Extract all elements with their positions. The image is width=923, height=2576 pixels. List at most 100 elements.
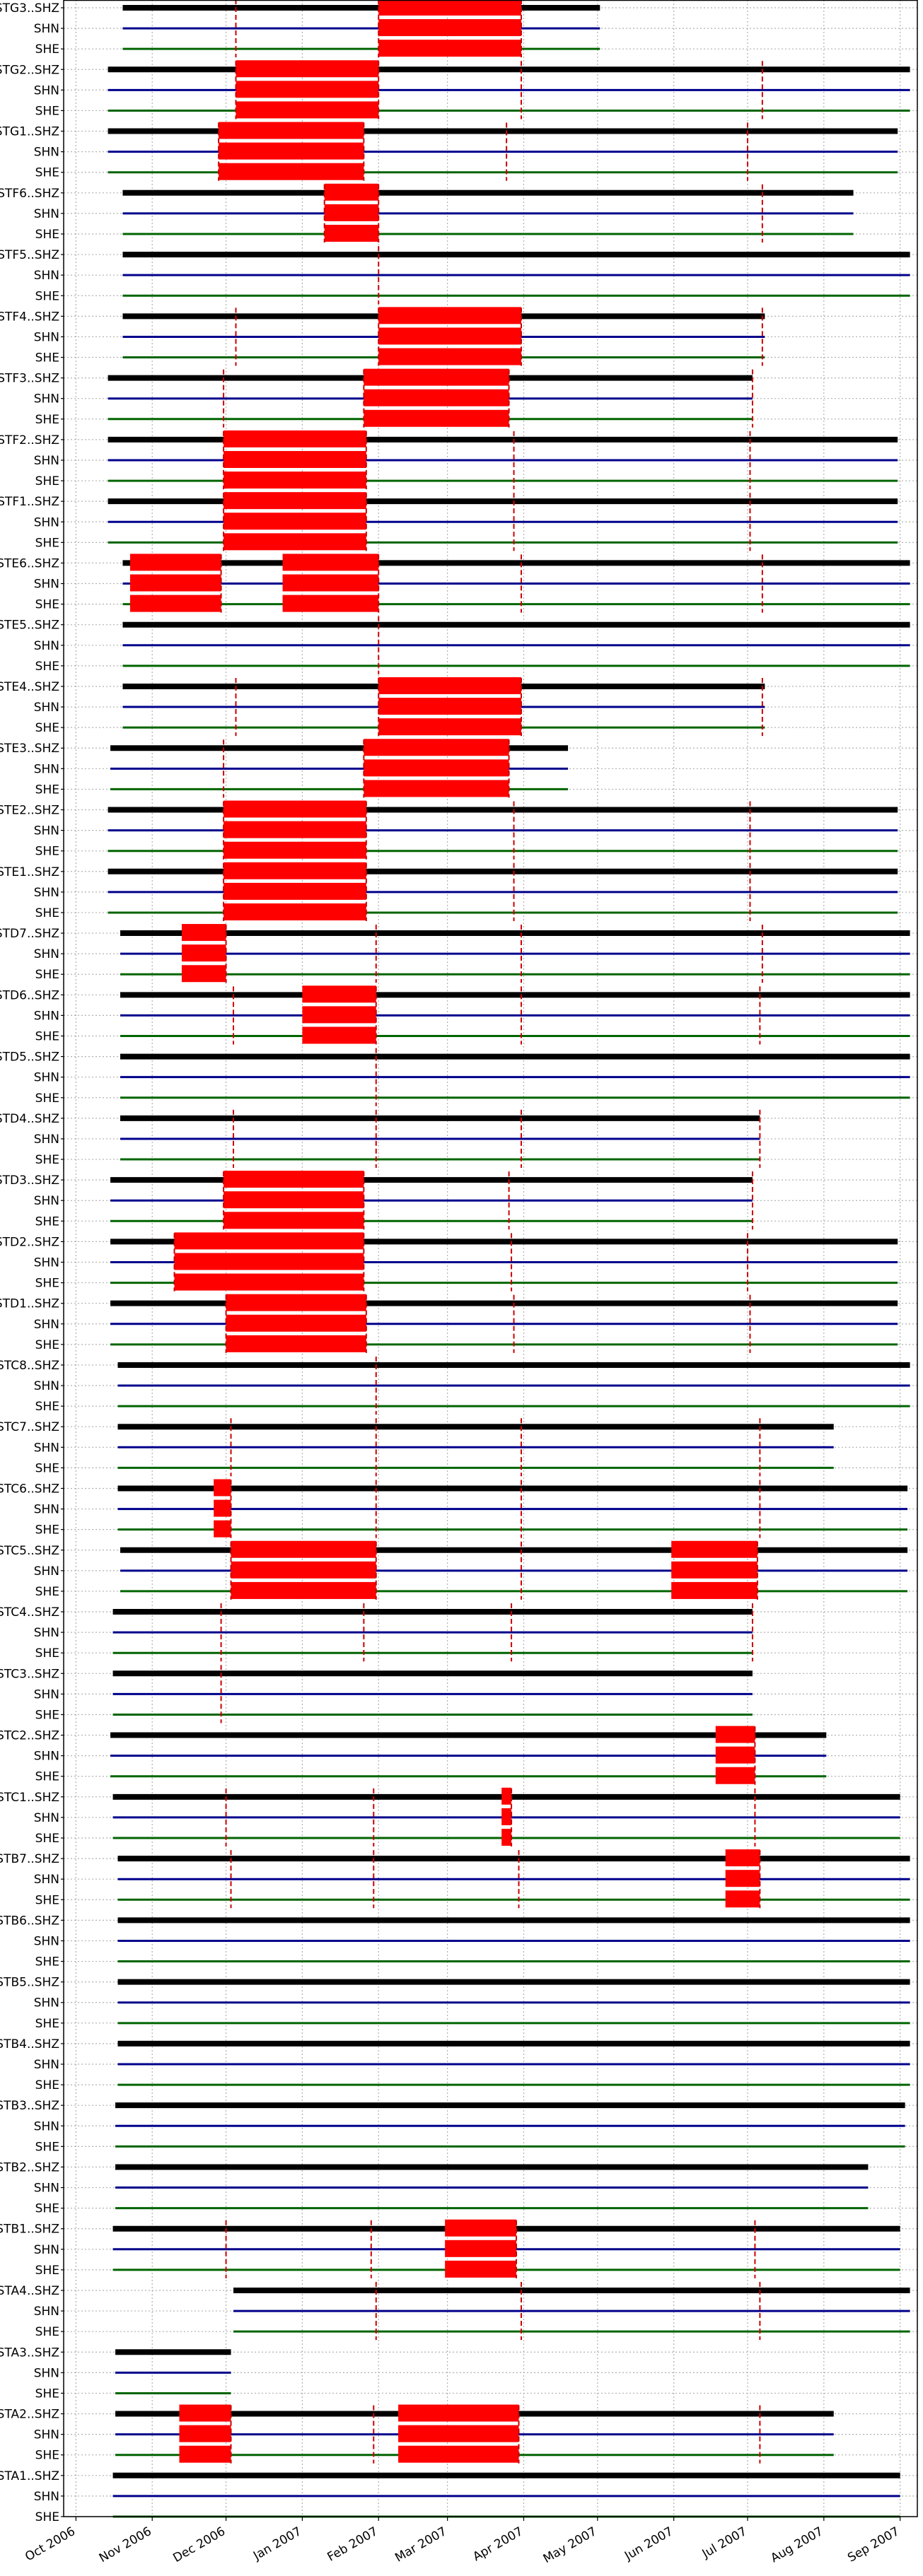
gap-block	[224, 492, 366, 510]
channel-label: SHN	[34, 824, 59, 838]
channel-label: SHE	[35, 1585, 59, 1599]
gap-block	[302, 1006, 376, 1024]
channel-label: SHE	[35, 660, 59, 674]
x-tick-label: Jun 2007	[622, 2524, 675, 2563]
gap-block	[179, 2404, 231, 2422]
channel-label: SHE	[35, 2078, 59, 2092]
channel-label: SHE	[35, 1523, 59, 1538]
channel-label: SHN	[34, 886, 59, 900]
channel-label: SHN	[34, 2119, 59, 2133]
gap-block	[715, 1726, 755, 1743]
gap-block	[378, 40, 521, 57]
x-tick-label: Mar 2007	[393, 2524, 449, 2565]
channel-label: 7S.STD4..SHZ	[0, 1112, 59, 1126]
channel-label: 7S.STD2..SHZ	[0, 1235, 59, 1249]
gap-block	[179, 2445, 231, 2463]
channel-label: SHE	[35, 1770, 59, 1784]
gap-block	[398, 2425, 519, 2442]
channel-label: SHE	[35, 1832, 59, 1846]
channel-label: SHE	[35, 1091, 59, 1106]
gap-block	[226, 1294, 366, 1311]
gap-block	[174, 1253, 364, 1270]
channel-label: SHE	[35, 289, 59, 303]
channel-label: 7S.STD5..SHZ	[0, 1050, 59, 1065]
gap-block	[364, 409, 509, 427]
channel-label: 7S.STB1..SHZ	[0, 2223, 59, 2237]
x-tick-label: Dec 2006	[170, 2524, 228, 2565]
channel-label: SHN	[34, 330, 59, 344]
channel-label: SHN	[34, 1009, 59, 1023]
channel-label: 7S.STC2..SHZ	[0, 1729, 59, 1743]
axes-frame	[63, 0, 918, 2517]
gap-block	[725, 1849, 760, 1867]
gap-block	[324, 204, 379, 221]
gap-block	[236, 81, 379, 98]
gap-block	[725, 1870, 760, 1887]
gap-block	[224, 800, 366, 818]
gap-block	[236, 60, 379, 78]
channel-label: SHE	[35, 1955, 59, 1969]
x-tick-label: Sep 2007	[845, 2524, 902, 2565]
channel-label: SHN	[34, 2182, 59, 2196]
channel-label: SHE	[35, 351, 59, 365]
channel-label: 7S.STC3..SHZ	[0, 1667, 59, 1681]
x-tick-label: Oct 2006	[23, 2524, 78, 2564]
gap-block	[302, 1026, 376, 1044]
gap-block	[224, 1191, 364, 1209]
channel-label: SHE	[35, 1646, 59, 1661]
channel-label: SHE	[35, 166, 59, 180]
gap-block	[501, 1808, 512, 1825]
channel-label: 7S.STB7..SHZ	[0, 1852, 59, 1866]
channel-label: SHE	[35, 1153, 59, 1167]
gap-block	[214, 1479, 231, 1497]
gap-block	[378, 327, 521, 345]
channel-label: 7S.STA4..SHZ	[0, 2284, 59, 2298]
channel-label: SHE	[35, 1214, 59, 1229]
channel-label: SHE	[35, 1708, 59, 1722]
channel-label: 7S.STE2..SHZ	[0, 804, 59, 818]
x-tick-label: Apr 2007	[470, 2524, 526, 2564]
channel-label: 7S.STB2..SHZ	[0, 2160, 59, 2174]
channel-label: SHN	[34, 1194, 59, 1208]
channel-label: SHE	[35, 2017, 59, 2031]
channel-label: SHN	[34, 1318, 59, 1332]
gap-block	[324, 183, 379, 201]
gap-block	[501, 1787, 512, 1805]
channel-label: 7S.STF3..SHZ	[0, 372, 59, 386]
channel-label: SHE	[35, 2202, 59, 2216]
gap-block	[378, 677, 521, 694]
gap-block	[174, 1232, 364, 1250]
channel-label: 7S.STC5..SHZ	[0, 1544, 59, 1558]
gap-block	[364, 780, 509, 797]
gap-block	[219, 142, 364, 160]
channel-label: SHE	[35, 1030, 59, 1044]
channel-label: SHE	[35, 104, 59, 118]
gap-block	[226, 1314, 366, 1332]
gap-block	[671, 1581, 757, 1599]
gap-block	[179, 2425, 231, 2442]
channel-label: 7S.STF4..SHZ	[0, 310, 59, 324]
channel-label: SHE	[35, 228, 59, 242]
gap-block	[224, 821, 366, 838]
gap-block	[445, 2240, 517, 2257]
channel-label: 7S.STE4..SHZ	[0, 680, 59, 694]
channel-label: 7S.STE1..SHZ	[0, 865, 59, 879]
channel-label: 7S.STD7..SHZ	[0, 927, 59, 941]
gap-block	[378, 718, 521, 736]
gap-block	[715, 1746, 755, 1764]
channel-label: SHE	[35, 474, 59, 488]
gap-block	[181, 924, 226, 942]
channel-label: SHN	[34, 1255, 59, 1270]
gap-block	[129, 554, 221, 571]
gap-block	[364, 368, 509, 386]
channel-label: 7S.STF5..SHZ	[0, 248, 59, 262]
channel-label: SHN	[34, 83, 59, 98]
gap-block	[715, 1767, 755, 1784]
channel-label: SHN	[34, 207, 59, 221]
gap-block	[501, 1829, 512, 1846]
channel-label: SHN	[34, 515, 59, 529]
channel-label: SHN	[34, 2058, 59, 2072]
channel-label: SHN	[34, 1379, 59, 1393]
x-tick-label: Jan 2007	[250, 2524, 304, 2563]
gap-block	[224, 513, 366, 530]
